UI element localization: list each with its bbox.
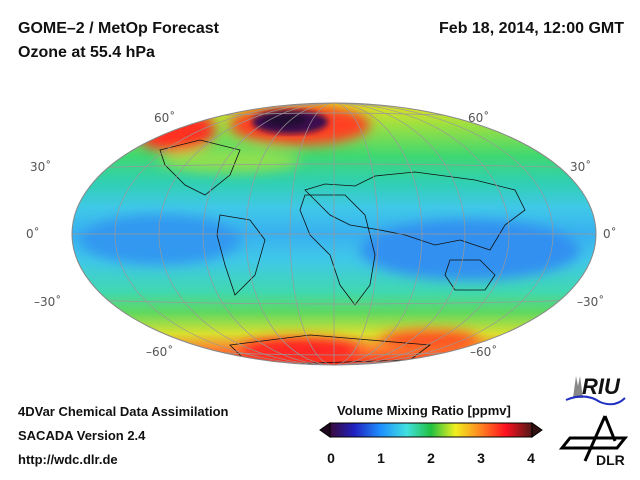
colorbar-tick-2: 2 <box>427 450 435 466</box>
riu-logo <box>565 376 626 406</box>
colorbar-title: Volume Mixing Ratio [ppmv] <box>337 403 511 418</box>
lat-label-left-60: 60˚ <box>154 111 176 125</box>
colorbar-tick-1: 1 <box>377 450 385 466</box>
product-subtitle: Ozone at 55.4 hPa <box>18 44 155 61</box>
lat-label-left-minus60: –60˚ <box>146 345 174 359</box>
lat-label-right-0: 0˚ <box>603 227 617 241</box>
colorbar-tick-4: 4 <box>527 450 535 466</box>
lat-label-left-30: 30˚ <box>30 160 52 174</box>
footer-line-1: 4DVar Chemical Data Assimilation <box>18 404 229 419</box>
dlr-logo-text: DLR <box>596 452 625 468</box>
colorbar-tick-0: 0 <box>327 450 335 466</box>
footer-link[interactable]: http://wdc.dlr.de <box>18 452 118 467</box>
colorbar-max-arrow <box>531 422 543 438</box>
colorbar <box>319 422 543 438</box>
footer-line-2: SACADA Version 2.4 <box>18 428 146 443</box>
dlr-logo <box>558 415 629 462</box>
lat-label-left-0: 0˚ <box>26 227 40 241</box>
coastlines <box>159 139 526 365</box>
lat-label-right-30: 30˚ <box>570 160 592 174</box>
lat-label-right-60: 60˚ <box>468 111 490 125</box>
map-outline <box>71 102 597 366</box>
riu-logo-text: RIU <box>582 374 620 399</box>
colorbar-tick-3: 3 <box>477 450 485 466</box>
lat-label-right-minus60: –60˚ <box>470 345 498 359</box>
ozone-field <box>72 103 596 365</box>
product-title: GOME–2 / MetOp Forecast <box>18 20 219 37</box>
lat-label-left-minus30: –30˚ <box>34 295 62 309</box>
colorbar-gradient <box>329 422 533 438</box>
lat-label-right-minus30: –30˚ <box>577 295 605 309</box>
forecast-datetime: Feb 18, 2014, 12:00 GMT <box>439 20 624 37</box>
colorbar-min-arrow <box>319 422 331 438</box>
